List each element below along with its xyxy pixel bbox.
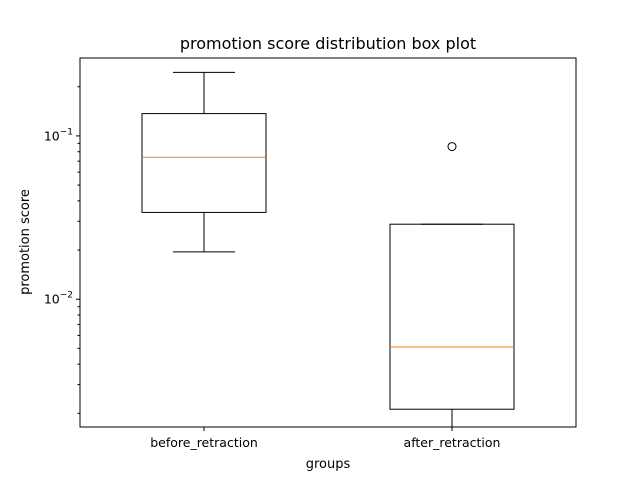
y-tick-label-base: 10 [44,128,60,143]
plot-frame [79,57,577,428]
y-tick-label: 10−1 [44,127,73,143]
chart-title: promotion score distribution box plot [180,34,476,53]
x-tick-label: before_retraction [150,435,258,450]
x-tick-label: after_retraction [404,435,501,450]
boxes-layer [141,71,515,428]
x-axis-label: groups [306,457,351,472]
y-tick-label-exponent: −2 [60,291,73,301]
y-tick-label-exponent: −1 [60,127,73,137]
box-iqr [141,113,267,213]
box-iqr [389,223,515,410]
box-group-before-retraction [141,71,267,253]
outlier-point [447,142,457,152]
plot-area [80,58,576,427]
y-tick-label: 10−2 [44,291,73,307]
y-tick-label-base: 10 [44,292,60,307]
y-axis-label: promotion score [18,189,33,295]
ticks-layer: before_retraction after_retraction10−110−… [44,86,501,450]
